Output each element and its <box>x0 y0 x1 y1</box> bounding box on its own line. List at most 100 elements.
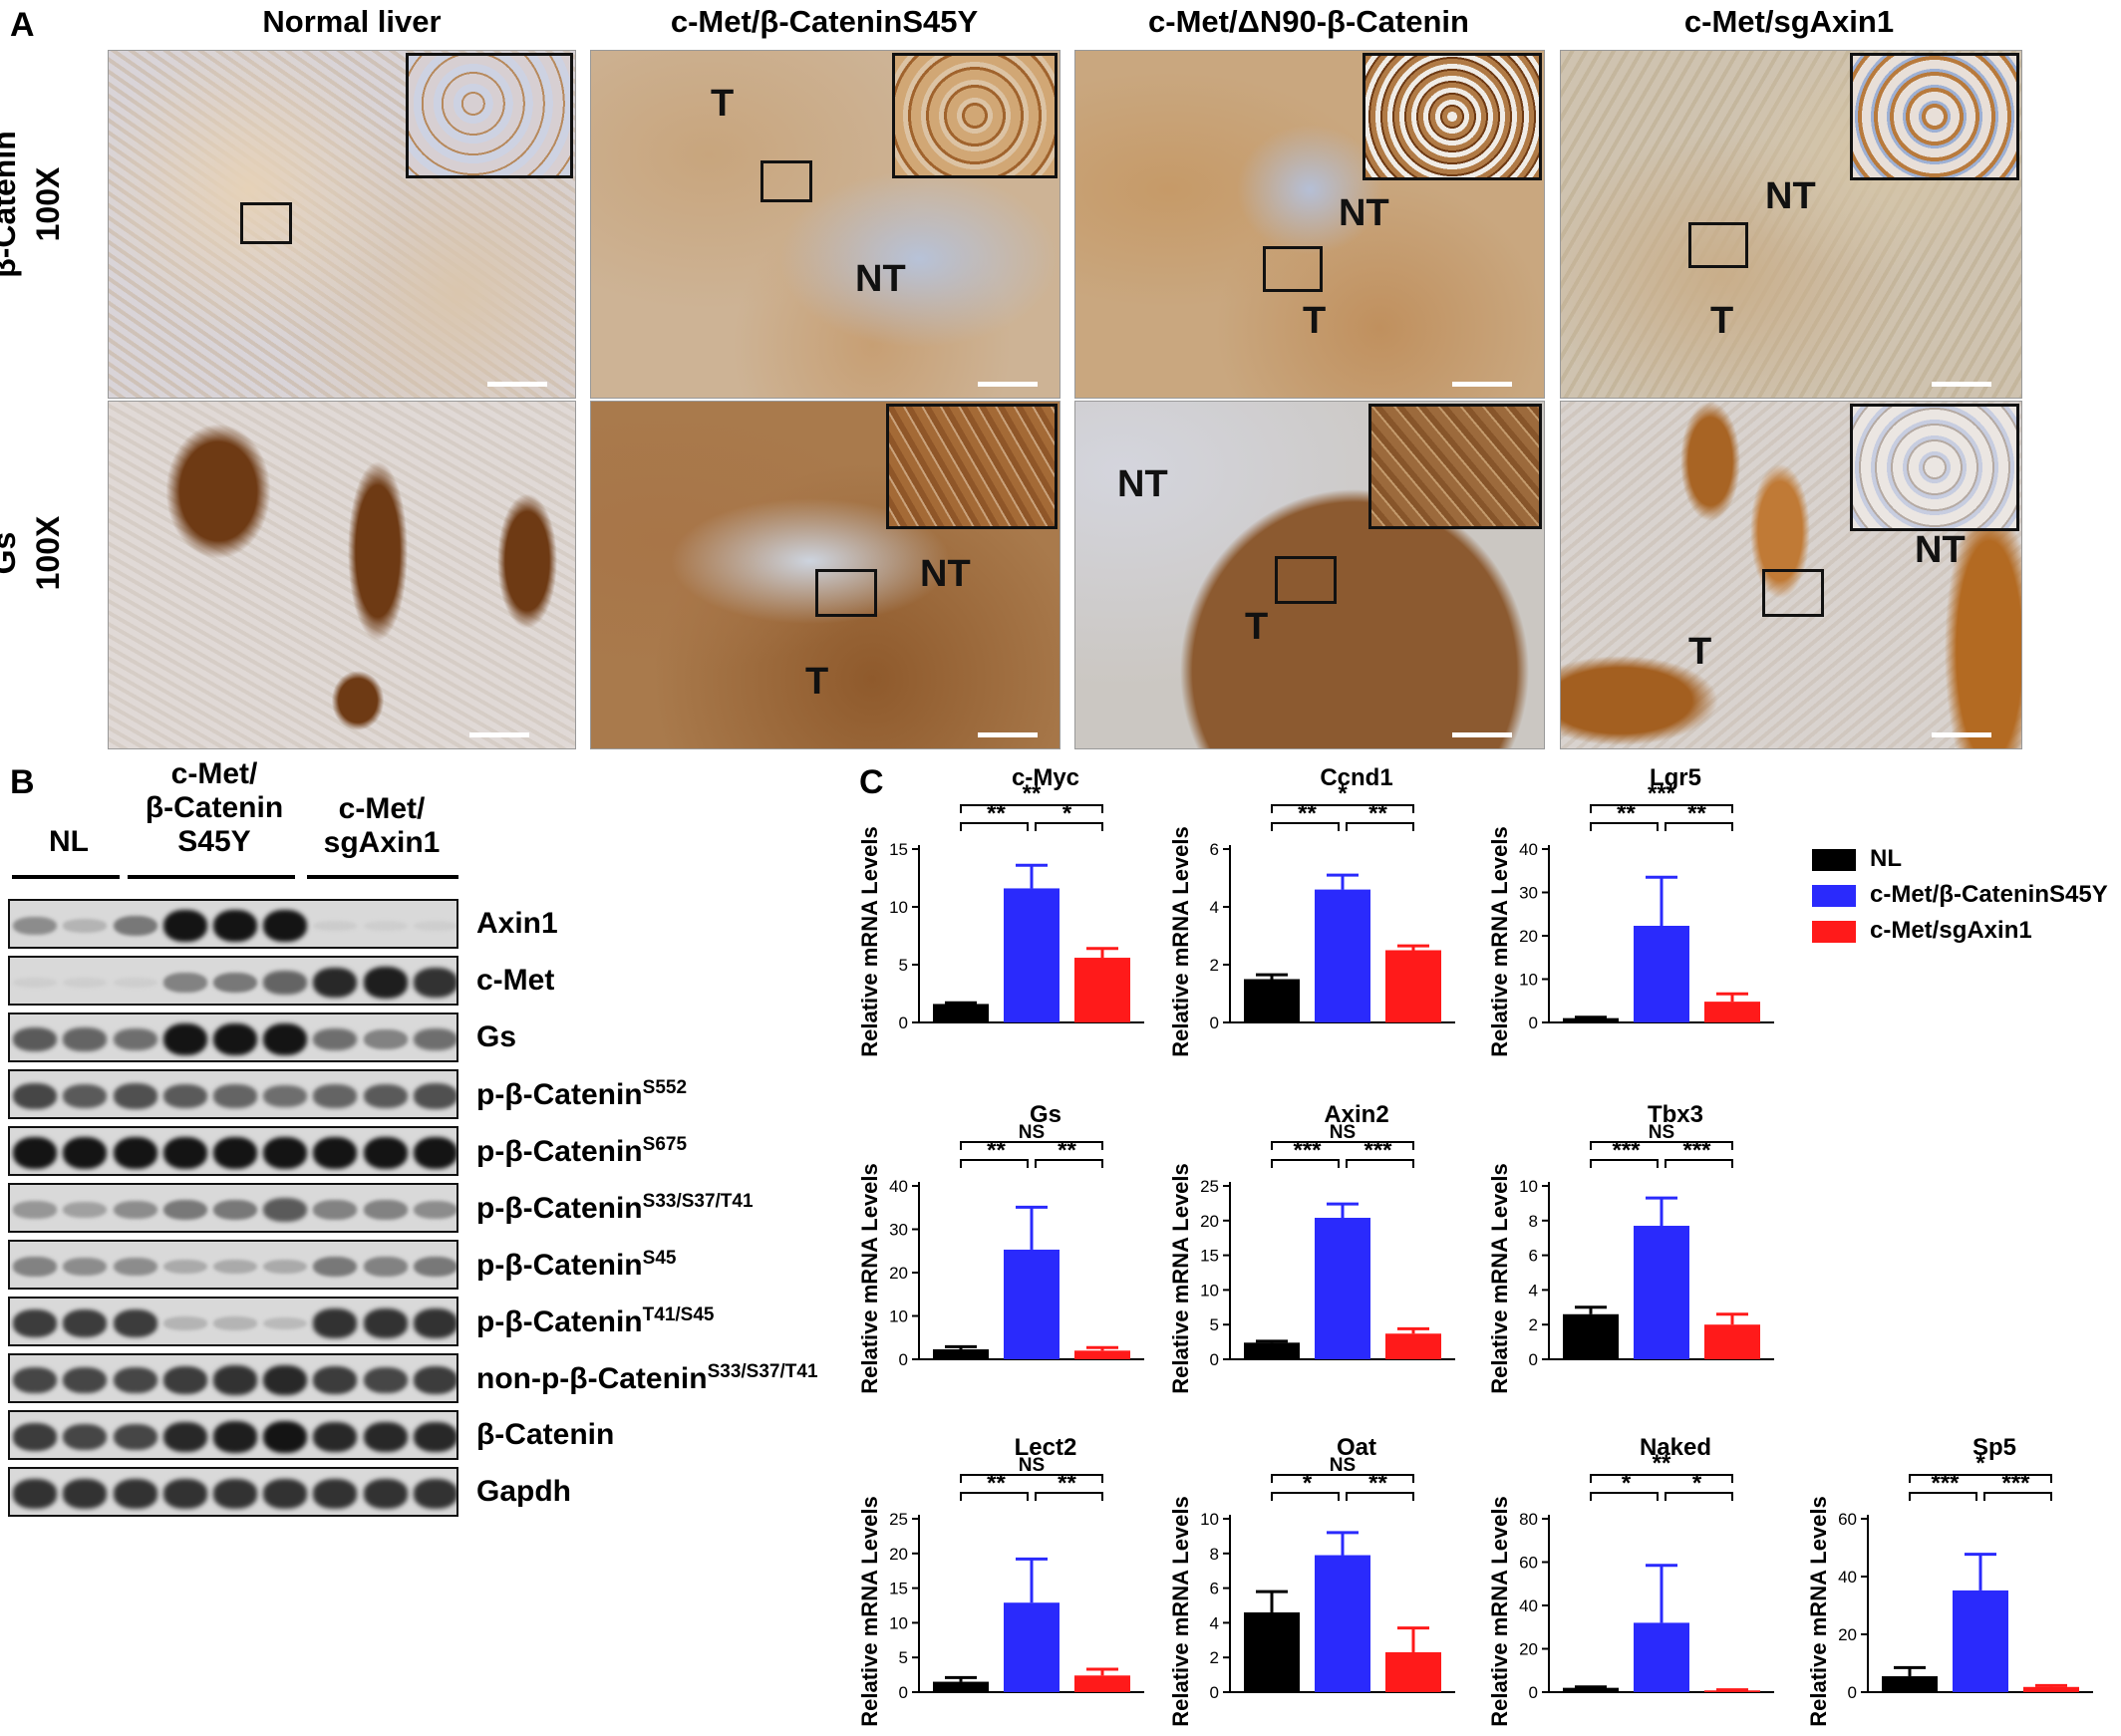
bar <box>1244 1342 1300 1359</box>
non-tumor-label: NT <box>920 553 971 595</box>
blot-band <box>213 1365 257 1395</box>
blot-band <box>13 1309 58 1337</box>
significance-label: *** <box>1648 780 1676 807</box>
blot-band <box>113 915 157 937</box>
y-tick-label: 4 <box>1210 1613 1219 1632</box>
y-tick-label: 15 <box>889 840 908 859</box>
blot-band <box>63 1423 108 1451</box>
y-tick-label: 20 <box>1519 927 1538 946</box>
blot-band <box>363 1136 408 1170</box>
blot-band <box>363 1366 408 1394</box>
significance-bracket <box>1665 1159 1733 1168</box>
bar <box>1704 1002 1760 1022</box>
chart-title: Tbx3 <box>1648 1101 1703 1128</box>
blot-band <box>162 1366 207 1394</box>
blot-band <box>13 1201 58 1219</box>
significance-bracket <box>960 1159 1029 1168</box>
legend-swatch <box>1812 884 1856 907</box>
legend-item: c-Met/β-CateninS45Y <box>1812 881 2108 909</box>
blot-band <box>113 1479 157 1509</box>
blot-band <box>63 919 108 933</box>
bar <box>1563 1017 1619 1022</box>
y-tick-label: 2 <box>1210 1648 1219 1667</box>
significance-label: *** <box>1682 1137 1711 1164</box>
inset-magnified <box>406 53 573 178</box>
blot-band <box>313 1479 358 1509</box>
chart-title: Naked <box>1640 1434 1711 1461</box>
group-label-cmet-bcat-s45y: c-Met/ β-Catenin S45Y <box>125 757 304 859</box>
blot-strip <box>8 1183 458 1233</box>
y-tick-label: 6 <box>1210 840 1219 859</box>
blot-band <box>313 1028 358 1050</box>
bar <box>1563 1313 1619 1359</box>
y-tick-label: 40 <box>1519 840 1538 859</box>
blot-band <box>13 1257 58 1277</box>
y-axis-label: Relative mRNA Levels <box>1168 1163 1193 1394</box>
column-title-normal-liver: Normal liver <box>262 4 442 39</box>
significance-label: ** <box>1058 1137 1076 1164</box>
tumor-label: T <box>805 661 829 703</box>
blot-band <box>113 1423 157 1451</box>
y-tick-label: 60 <box>1519 1554 1538 1573</box>
blot-strip <box>8 1410 458 1460</box>
blot-band <box>363 920 408 932</box>
significance-label: ** <box>987 1137 1006 1164</box>
blot-band <box>13 1479 58 1509</box>
scale-bar <box>1932 732 1991 737</box>
blot-label-name: p-β-Catenin <box>476 1078 643 1111</box>
y-tick-label: 10 <box>1519 1177 1538 1196</box>
y-tick-label: 0 <box>1848 1683 1857 1702</box>
significance-bracket <box>960 822 1029 831</box>
blot-label: Gapdh <box>476 1475 571 1509</box>
y-tick-label: 15 <box>1200 1247 1219 1266</box>
blot-band <box>213 1479 257 1509</box>
significance-bracket <box>1665 822 1733 831</box>
y-axis-label: Relative mRNA Levels <box>1168 826 1193 1057</box>
inset-magnified <box>1368 404 1542 529</box>
y-tick-label: 15 <box>889 1580 908 1598</box>
blot-band <box>213 1136 257 1170</box>
blot-label: p-β-CateninS675 <box>476 1134 687 1169</box>
blot-band <box>213 1199 257 1221</box>
y-tick-label: 5 <box>899 1648 908 1667</box>
legend-label: NL <box>1870 845 1902 872</box>
non-tumor-label: NT <box>1765 175 1816 217</box>
blot-strip <box>8 1069 458 1119</box>
bar <box>1004 888 1060 1022</box>
y-tick-label: 60 <box>1838 1510 1857 1529</box>
blot-band <box>213 1022 257 1056</box>
row-label-stain: β-Catenin <box>0 131 22 278</box>
group-label-line: sgAxin1 <box>323 826 441 859</box>
blot-band <box>363 967 408 999</box>
significance-bracket <box>1271 1159 1340 1168</box>
bar <box>1074 958 1130 1022</box>
significance-label: NS <box>1330 1455 1356 1476</box>
bar <box>1315 889 1370 1022</box>
blot-strip <box>8 899 458 949</box>
scale-bar <box>978 382 1038 387</box>
blot-band <box>162 1316 207 1330</box>
significance-label: ** <box>1058 1470 1076 1497</box>
y-tick-label: 2 <box>1210 956 1219 975</box>
y-axis-label: Relative mRNA Levels <box>1487 1496 1512 1727</box>
blot-label-name: p-β-Catenin <box>476 1135 643 1168</box>
y-tick-label: 6 <box>1210 1580 1219 1598</box>
y-tick-label: 20 <box>889 1545 908 1564</box>
y-tick-label: 40 <box>1838 1568 1857 1587</box>
panel-b-letter: B <box>10 763 35 801</box>
tumor-label: T <box>1710 300 1734 342</box>
blot-band <box>13 1423 58 1451</box>
blot-band <box>413 1479 456 1509</box>
blot-label-site: S675 <box>642 1134 688 1155</box>
blot-band <box>213 1259 257 1275</box>
blot-band <box>413 1366 456 1394</box>
blot-band <box>113 977 157 989</box>
blot-band <box>13 1366 58 1394</box>
blot-band <box>162 1022 207 1056</box>
y-tick-label: 25 <box>889 1510 908 1529</box>
significance-label: *** <box>1364 1137 1392 1164</box>
group-label-line: β-Catenin <box>145 791 284 824</box>
blot-band <box>313 1256 358 1278</box>
blot-band <box>263 971 308 995</box>
